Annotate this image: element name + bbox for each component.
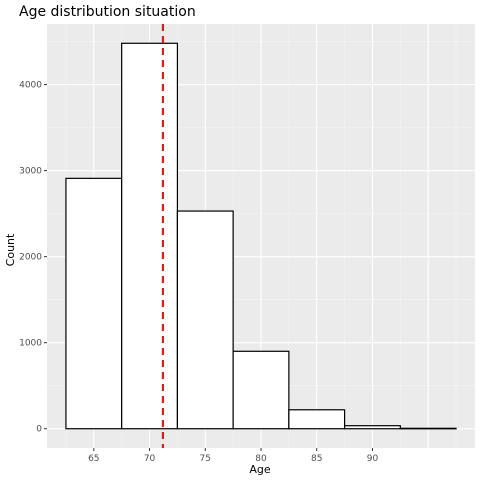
y-tick-label: 4000 xyxy=(19,81,42,91)
x-tick-label: 75 xyxy=(200,454,211,464)
histogram-bar-4 xyxy=(288,409,346,430)
histogram-bar-1 xyxy=(121,42,179,430)
x-tick-label: 90 xyxy=(367,454,379,464)
histogram-bar-6 xyxy=(399,427,457,430)
chart-title: Age distribution situation xyxy=(19,4,196,20)
y-tick-label: 1000 xyxy=(19,339,42,349)
x-axis-title: Age xyxy=(249,463,271,476)
y-tick-label: 2000 xyxy=(19,253,42,263)
histogram-bar-5 xyxy=(343,425,401,430)
histogram-bar-2 xyxy=(176,210,234,430)
x-axis: 65 70 75 80 85 90 xyxy=(88,448,378,464)
x-tick-label: 65 xyxy=(88,454,99,464)
y-axis-title: Count xyxy=(4,233,17,266)
histogram-bar-0 xyxy=(65,177,123,430)
x-tick-label: 70 xyxy=(144,454,156,464)
histogram-bars xyxy=(65,42,457,430)
y-tick-label: 3000 xyxy=(19,167,42,177)
histogram-bar-3 xyxy=(232,350,290,430)
x-tick-label: 85 xyxy=(311,454,322,464)
x-tick-label: 80 xyxy=(255,454,267,464)
y-axis: 0 1000 2000 3000 4000 xyxy=(19,81,47,435)
y-tick-label: 0 xyxy=(36,425,42,435)
